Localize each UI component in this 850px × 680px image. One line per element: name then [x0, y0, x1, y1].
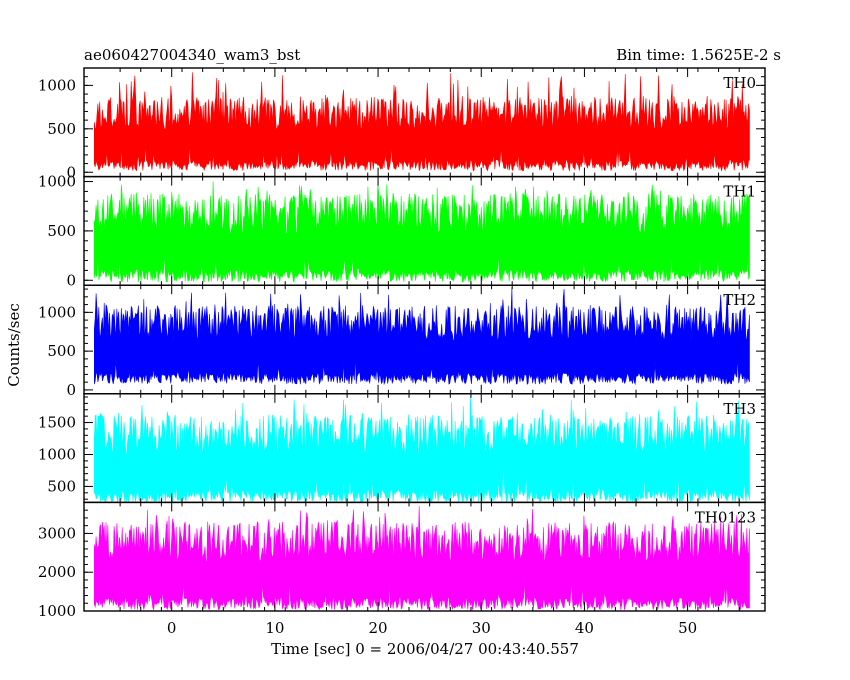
y-tick-label: 2000 [38, 563, 76, 581]
x-axis-label: Time [sec] 0 = 2006/04/27 00:43:40.557 [271, 640, 579, 658]
y-tick-label: 1000 [38, 173, 76, 191]
panel-th1: 0 500 1000 TH1 [38, 173, 766, 289]
y-tick-label: 500 [47, 342, 76, 360]
series-label-th0: TH0 [723, 74, 756, 92]
y-tick-label: 1000 [38, 602, 76, 620]
series-th0123-lightcurve [94, 506, 750, 611]
panel-th3: 500 1000 1500 TH3 [38, 393, 766, 504]
series-th0-lightcurve [94, 72, 750, 172]
y-tick-label: 0 [66, 271, 76, 289]
y-tick-label: 1000 [38, 445, 76, 463]
y-tick-label: 500 [47, 222, 76, 240]
chart-title: ae060427004340_wam3_bst [84, 46, 300, 64]
series-th1-lightcurve [94, 181, 750, 283]
series-th2-lightcurve [94, 287, 750, 386]
panel-th0123: 1000 2000 3000 TH0123 [38, 501, 766, 620]
panel-th0: 0 500 1000 TH0 [38, 67, 766, 181]
series-label-th3: TH3 [723, 400, 756, 418]
x-tick-label: 10 [265, 619, 284, 637]
y-tick-label: 0 [66, 381, 76, 399]
series-label-th0123: TH0123 [695, 508, 756, 526]
x-tick-label: 50 [678, 619, 697, 637]
y-axis-label: Counts/sec [5, 303, 23, 387]
y-tick-label: 500 [47, 120, 76, 138]
series-th3-lightcurve [94, 396, 750, 504]
x-tick-label: 20 [369, 619, 388, 637]
x-tick-label: 0 [167, 619, 177, 637]
x-tick-label: 40 [575, 619, 594, 637]
y-tick-label: 3000 [38, 524, 76, 542]
y-tick-label: 500 [47, 477, 76, 495]
y-tick-label: 1000 [38, 303, 76, 321]
x-tick-label: 30 [472, 619, 491, 637]
chart-subtitle: Bin time: 1.5625E-2 s [616, 46, 781, 64]
y-tick-label: 1500 [38, 414, 76, 432]
series-label-th2: TH2 [723, 291, 756, 309]
series-label-th1: TH1 [723, 183, 756, 201]
y-tick-label: 1000 [38, 76, 76, 94]
y-tick-label: 0 [66, 163, 76, 181]
panel-th2: 0 500 1000 TH2 [38, 284, 766, 399]
